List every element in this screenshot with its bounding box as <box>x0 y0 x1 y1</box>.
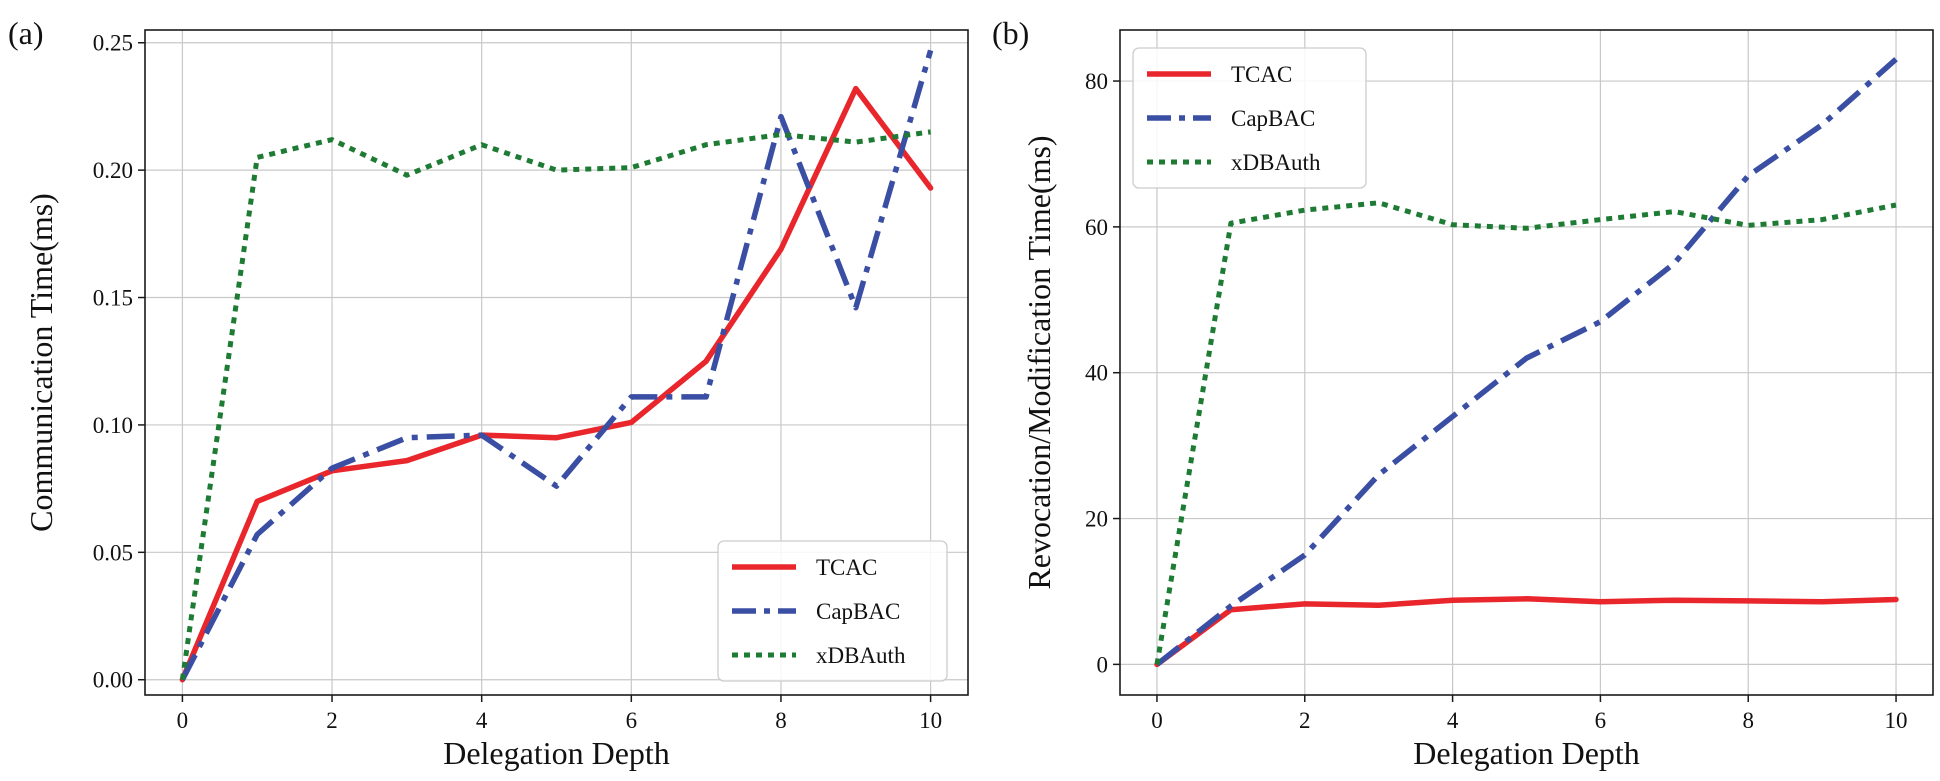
charta-series-capbac <box>179 49 934 681</box>
chartb-xtick-label: 0 <box>1151 708 1163 733</box>
charta-legend-label-tcac: TCAC <box>816 555 877 580</box>
charta-xtick-label: 2 <box>326 708 338 733</box>
chartb-series-xdbauth <box>1154 200 1897 665</box>
chartb-xtick-label: 8 <box>1742 708 1754 733</box>
charta-legend-label-capbac: CapBAC <box>816 599 900 624</box>
chartb-ytick-label: 40 <box>1085 361 1108 386</box>
chartb-legend-label-capbac: CapBAC <box>1231 106 1315 131</box>
charta-legend-label-xdbauth: xDBAuth <box>816 643 906 668</box>
charta-legend-box <box>717 540 948 682</box>
charta-axes-frame <box>144 29 969 696</box>
charta-ytick-label: 0.25 <box>93 31 133 56</box>
charta-panel: 0 2 4 6 8 10 0.00 0.05 0.10 0.15 0.20 0.25 Delegatio… <box>8 15 969 771</box>
charta-series-xdbauth <box>179 129 931 681</box>
charta-xtick-label: 0 <box>177 708 189 733</box>
chartb-ytick-label: 80 <box>1085 69 1108 94</box>
charta-series-tcac <box>179 85 934 683</box>
charta-ytick-label: 0.00 <box>93 668 133 693</box>
charta-xtick-label: 8 <box>775 708 787 733</box>
chartb-xtick-label: 6 <box>1595 708 1607 733</box>
chartb-legend-label-tcac: TCAC <box>1231 62 1292 87</box>
charta-legend: TCAC CapBAC xDBAuth <box>717 540 948 682</box>
chartb-series-capbac <box>1155 57 1898 667</box>
charta-xtick-label: 10 <box>919 708 942 733</box>
charta-ytick-label: 0.10 <box>93 413 133 438</box>
charta-xtick-label: 6 <box>626 708 638 733</box>
chartb-series-tcac <box>1154 596 1899 668</box>
charta-xtick-label: 4 <box>476 708 488 733</box>
chartb-legend-box <box>1132 47 1367 189</box>
chartb-ylabel: Revocation/Modification Time(ms) <box>1021 135 1057 589</box>
chartb-xtick-label: 4 <box>1447 708 1459 733</box>
chartb-panel-label: (b) <box>992 15 1029 51</box>
chartb-ytick-label: 0 <box>1097 652 1109 677</box>
chartb-legend-label-xdbauth: xDBAuth <box>1231 150 1321 175</box>
chartb-xtick-label: 2 <box>1299 708 1311 733</box>
charta-ylabel: Communication Time(ms) <box>23 193 59 532</box>
charta-xlabel: Delegation Depth <box>443 735 670 771</box>
charta-ytick-label: 0.20 <box>93 158 133 183</box>
charta-ytick-label: 0.05 <box>93 540 133 565</box>
chartb-axes-frame <box>1119 29 1934 696</box>
chartb-xtick-label: 10 <box>1885 708 1908 733</box>
chartb-xlabel: Delegation Depth <box>1413 735 1640 771</box>
chartb-legend: TCAC CapBAC xDBAuth <box>1132 47 1367 189</box>
chartb-ytick-label: 60 <box>1085 215 1108 240</box>
chartb-panel: 0 2 4 6 8 10 0 20 40 60 80 Delegation Depth Revocati… <box>992 15 1934 771</box>
chartb-ytick-label: 20 <box>1085 507 1108 532</box>
charta-ytick-label: 0.15 <box>93 286 133 311</box>
charta-panel-label: (a) <box>8 15 44 51</box>
